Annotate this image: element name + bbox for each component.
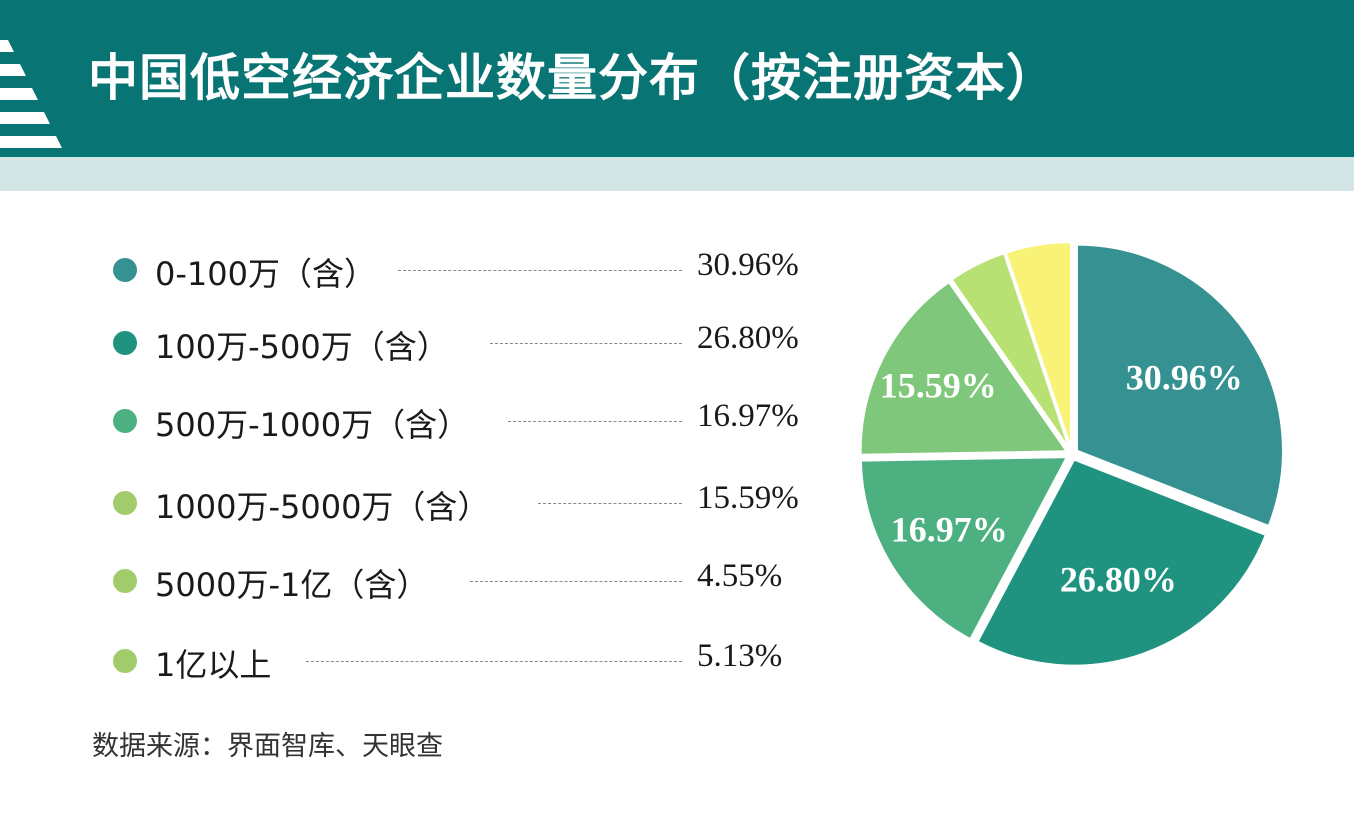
pie-slice [1075,243,1284,527]
legend-item: 5000万-1亿（含） 4.55% [0,556,840,606]
legend-marker [113,569,137,593]
page-title: 中国低空经济企业数量分布（按注册资本） [88,49,1057,107]
legend-value: 16.97% [697,398,799,434]
pie-slice [1004,241,1073,450]
legend-leader-line [398,270,682,271]
legend-item: 1亿以上 5.13% [0,636,840,686]
legend-value: 30.96% [697,247,799,283]
legend-value: 26.80% [697,320,799,356]
legend-label: 500万-1000万（含） [155,406,470,444]
legend-item: 100万-500万（含） 26.80% [0,318,840,368]
pie-slice [976,458,1267,667]
legend-marker [113,649,137,673]
legend-label: 1000万-5000万（含） [155,488,490,526]
legend-leader-line [538,503,682,504]
legend-leader-line [490,343,682,344]
legend-label: 0-100万（含） [155,255,376,293]
pie-slice-label: 30.96% [1126,358,1243,398]
pie-slice [859,456,1068,641]
legend-marker [113,491,137,515]
legend-label: 5000万-1亿（含） [155,566,429,604]
legend-value: 15.59% [697,480,799,516]
header-bar [0,0,1354,157]
legend-marker [113,409,137,433]
legend-label: 1亿以上 [155,646,272,684]
legend-item: 500万-1000万（含） 16.97% [0,396,840,446]
legend-item: 0-100万（含） 30.96% [0,245,840,295]
header-band [0,157,1354,191]
pie-chart: 30.96% 26.80% 16.97% 15.59% [859,241,1284,667]
legend-item: 1000万-5000万（含） 15.59% [0,478,840,528]
legend-value: 5.13% [697,638,783,674]
legend-leader-line [306,661,682,662]
legend-label: 100万-500万（含） [155,328,449,366]
legend-leader-line [470,581,682,582]
legend-marker [113,258,137,282]
source-note: 数据来源：界面智库、天眼查 [92,731,443,762]
pie-slice-label: 15.59% [880,366,997,406]
pie-slice-label: 26.80% [1060,559,1177,599]
legend-leader-line [508,421,682,422]
pie-slice [950,252,1071,450]
legend-marker [113,331,137,355]
pie-slice-label: 16.97% [891,509,1008,549]
legend-value: 4.55% [697,558,783,594]
pie-slice [859,281,1068,456]
